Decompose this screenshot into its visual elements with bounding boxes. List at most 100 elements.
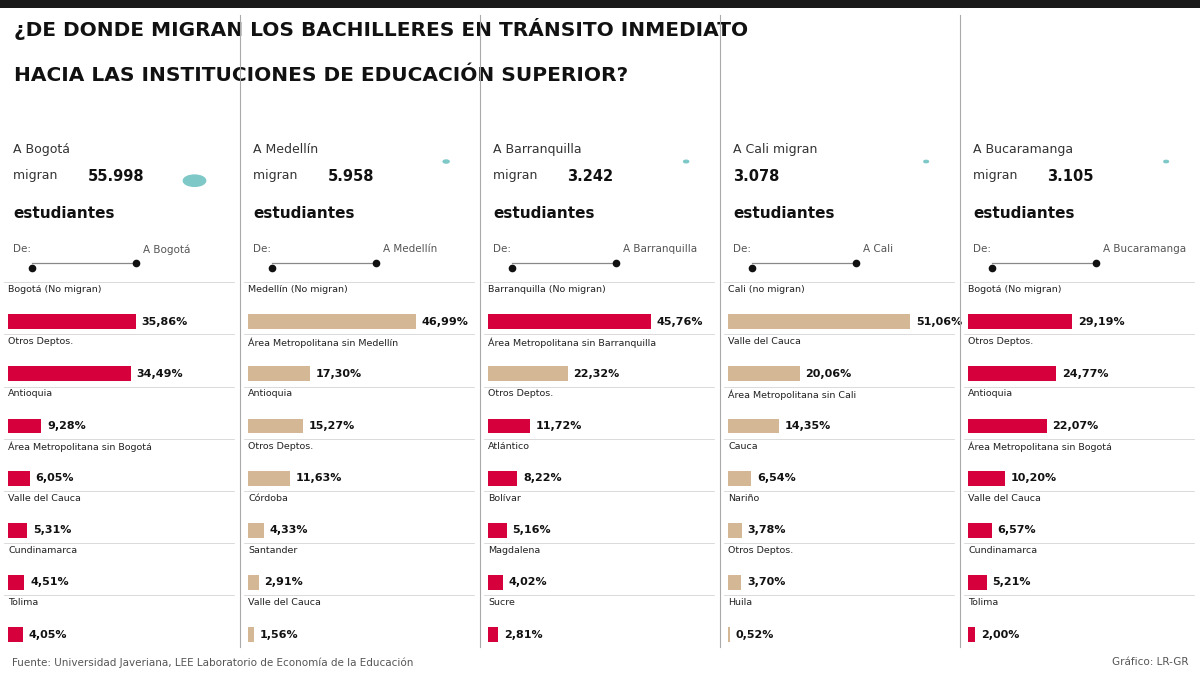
Text: 51,06%: 51,06%: [916, 316, 962, 327]
Text: 2,00%: 2,00%: [982, 630, 1020, 640]
Ellipse shape: [1164, 160, 1169, 163]
Text: Gráfico: LR-GR: Gráfico: LR-GR: [1111, 658, 1188, 667]
Text: Cauca: Cauca: [728, 442, 758, 451]
Text: A Bogotá: A Bogotá: [13, 143, 70, 156]
Bar: [488, 575, 503, 590]
Text: De:: De:: [733, 244, 751, 254]
Text: Cundinamarca: Cundinamarca: [8, 546, 77, 555]
Bar: [728, 366, 799, 382]
Text: 5,31%: 5,31%: [32, 525, 71, 535]
Text: A Cali migran: A Cali migran: [733, 143, 817, 156]
Bar: [248, 523, 264, 538]
Bar: [968, 419, 1046, 434]
Text: A Cali: A Cali: [863, 244, 894, 254]
Text: 29,19%: 29,19%: [1078, 316, 1124, 327]
Text: Cali (no migran): Cali (no migran): [728, 285, 805, 294]
Text: Área Metropolitana sin Cali: Área Metropolitana sin Cali: [728, 389, 857, 400]
Ellipse shape: [924, 160, 929, 163]
Text: Área Metropolitana sin Bogotá: Área Metropolitana sin Bogotá: [8, 442, 152, 452]
Text: Fuente: Universidad Javeriana, LEE Laboratorio de Economía de la Educación: Fuente: Universidad Javeriana, LEE Labor…: [12, 657, 413, 668]
Bar: [968, 523, 991, 538]
Text: De:: De:: [493, 244, 511, 254]
Bar: [248, 314, 415, 329]
Ellipse shape: [184, 175, 205, 186]
Text: A Bucaramanga: A Bucaramanga: [1103, 244, 1187, 254]
Text: 11,72%: 11,72%: [535, 421, 582, 431]
Text: Área Metropolitana sin Bogotá: Área Metropolitana sin Bogotá: [968, 442, 1112, 452]
Bar: [8, 314, 136, 329]
Text: Córdoba: Córdoba: [248, 494, 288, 503]
Text: migran: migran: [13, 169, 61, 182]
Text: 22,32%: 22,32%: [574, 369, 619, 379]
Ellipse shape: [684, 160, 689, 163]
Text: 3.078: 3.078: [733, 169, 779, 184]
Text: 6,05%: 6,05%: [36, 473, 74, 483]
Text: Otros Deptos.: Otros Deptos.: [248, 442, 313, 451]
Bar: [488, 366, 568, 382]
Bar: [8, 575, 24, 590]
Text: 4,51%: 4,51%: [30, 577, 68, 588]
Text: 24,77%: 24,77%: [1062, 369, 1109, 379]
Bar: [8, 366, 131, 382]
Text: De:: De:: [973, 244, 991, 254]
Text: De:: De:: [13, 244, 31, 254]
Bar: [968, 366, 1056, 382]
Text: estudiantes: estudiantes: [493, 206, 594, 221]
Bar: [488, 523, 506, 538]
Text: migran: migran: [973, 169, 1021, 182]
Bar: [488, 627, 498, 642]
Text: 0,52%: 0,52%: [736, 630, 774, 640]
Text: 6,54%: 6,54%: [757, 473, 796, 483]
Text: 55.998: 55.998: [88, 169, 144, 184]
Text: 22,07%: 22,07%: [1052, 421, 1099, 431]
Text: Otros Deptos.: Otros Deptos.: [728, 546, 793, 555]
Text: Tolima: Tolima: [968, 598, 998, 607]
Text: Nariño: Nariño: [728, 494, 760, 503]
Text: 46,99%: 46,99%: [421, 316, 468, 327]
Text: HACIA LAS INSTITUCIONES DE EDUCACIÓN SUPERIOR?: HACIA LAS INSTITUCIONES DE EDUCACIÓN SUP…: [14, 66, 629, 85]
Bar: [248, 575, 258, 590]
Bar: [728, 419, 779, 434]
Text: 2,81%: 2,81%: [504, 630, 542, 640]
Text: Valle del Cauca: Valle del Cauca: [8, 494, 82, 503]
Text: 20,06%: 20,06%: [805, 369, 852, 379]
Text: 14,35%: 14,35%: [785, 421, 832, 431]
Text: migran: migran: [493, 169, 541, 182]
Bar: [728, 627, 730, 642]
Text: ¿DE DONDE MIGRAN LOS BACHILLERES EN TRÁNSITO INMEDIATO: ¿DE DONDE MIGRAN LOS BACHILLERES EN TRÁN…: [14, 18, 749, 40]
Bar: [248, 471, 289, 486]
Text: 9,28%: 9,28%: [47, 421, 85, 431]
Text: Tolima: Tolima: [8, 598, 38, 607]
Text: estudiantes: estudiantes: [13, 206, 114, 221]
Bar: [8, 627, 23, 642]
Text: 45,76%: 45,76%: [656, 316, 703, 327]
Text: Área Metropolitana sin Medellín: Área Metropolitana sin Medellín: [248, 337, 398, 348]
Text: Sucre: Sucre: [488, 598, 515, 607]
Text: 5.958: 5.958: [328, 169, 374, 184]
Text: Bogotá (No migran): Bogotá (No migran): [8, 285, 102, 294]
Bar: [8, 523, 28, 538]
Bar: [248, 366, 310, 382]
Text: 10,20%: 10,20%: [1010, 473, 1056, 483]
Bar: [248, 627, 253, 642]
Text: Barranquilla (No migran): Barranquilla (No migran): [488, 285, 606, 294]
Bar: [728, 471, 751, 486]
Text: migran: migran: [253, 169, 301, 182]
Text: Antioquia: Antioquia: [248, 389, 293, 399]
Text: 3.105: 3.105: [1048, 169, 1094, 184]
Bar: [968, 471, 1004, 486]
Text: Bogotá (No migran): Bogotá (No migran): [968, 285, 1062, 294]
Text: estudiantes: estudiantes: [253, 206, 354, 221]
Text: 4,05%: 4,05%: [29, 630, 67, 640]
Text: 2,91%: 2,91%: [264, 577, 304, 588]
Bar: [488, 314, 652, 329]
Text: De:: De:: [253, 244, 271, 254]
Text: Otros Deptos.: Otros Deptos.: [488, 389, 553, 399]
Bar: [968, 575, 986, 590]
Text: Antioquia: Antioquia: [968, 389, 1013, 399]
Text: 11,63%: 11,63%: [295, 473, 342, 483]
Text: 3,78%: 3,78%: [748, 525, 786, 535]
Text: Valle del Cauca: Valle del Cauca: [248, 598, 322, 607]
Text: 8,22%: 8,22%: [523, 473, 562, 483]
Bar: [728, 575, 742, 590]
